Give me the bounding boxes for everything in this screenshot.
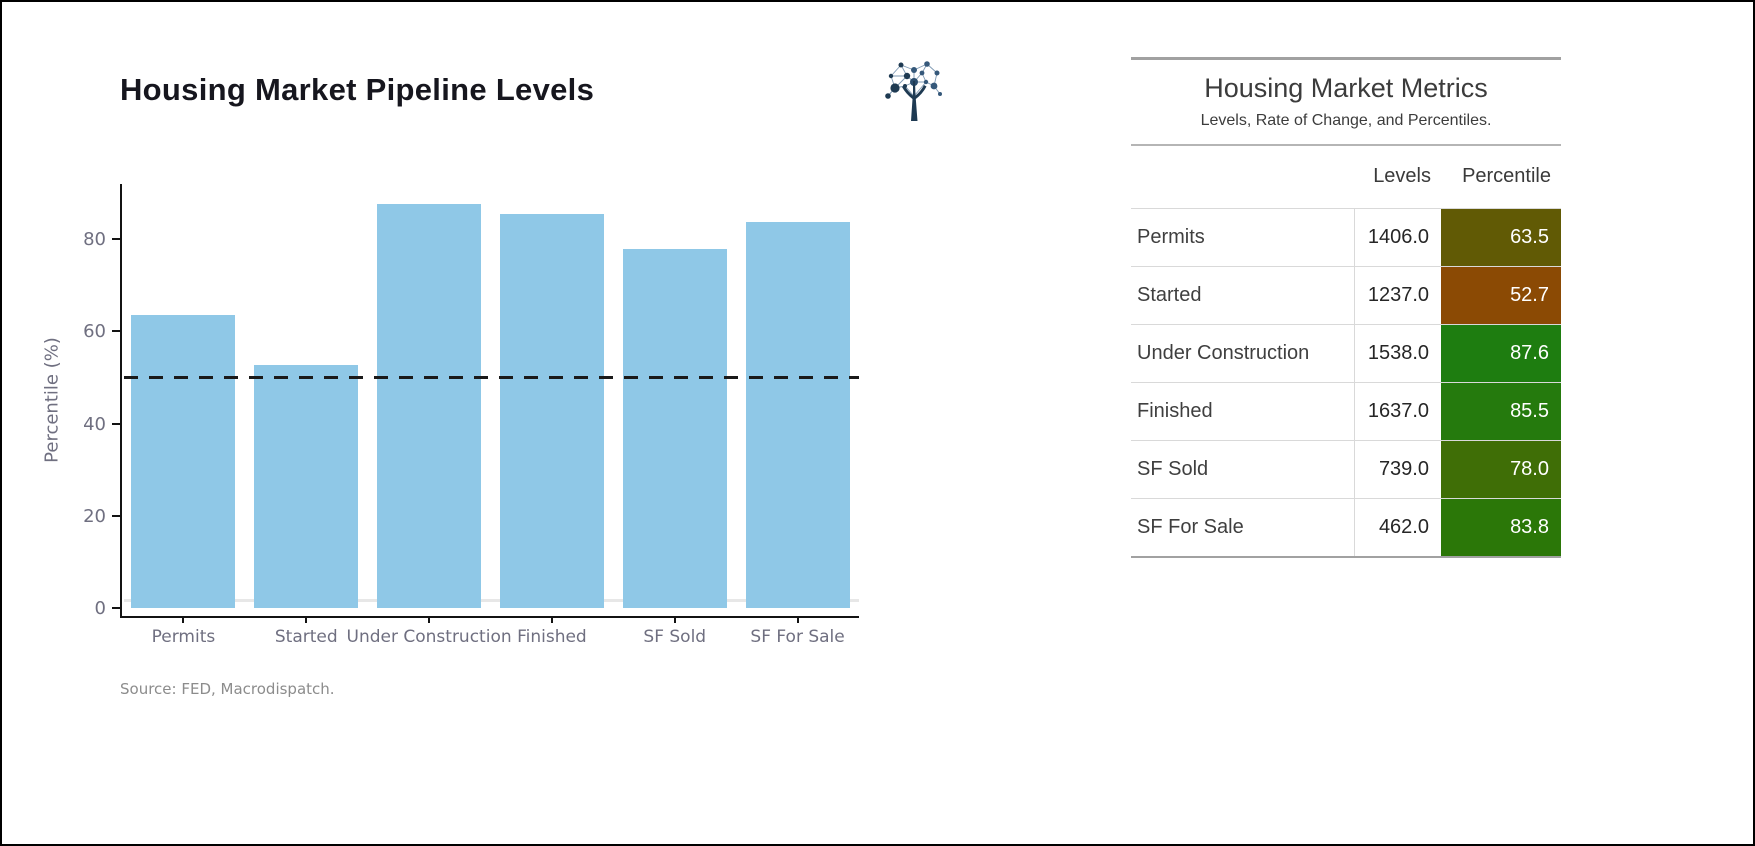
chart-title: Housing Market Pipeline Levels xyxy=(120,72,595,107)
plot-axes: Percentile (%) 0 20 40 60 80 Permits Started Un… xyxy=(42,184,859,647)
x-tick-label: Started xyxy=(274,627,338,647)
table-row: Under Construction 1538.0 87.6 xyxy=(1131,323,1561,382)
y-tick-mark xyxy=(112,514,120,517)
x-tick-mark xyxy=(550,616,553,623)
header-percentile: Percentile xyxy=(1462,165,1551,188)
y-tick-label: 20 xyxy=(83,505,106,527)
row-label: SF Sold xyxy=(1131,440,1355,498)
reference-line-50 xyxy=(124,376,859,380)
bar xyxy=(622,248,727,608)
x-tick-label: Permits xyxy=(151,627,216,647)
network-tree-logo xyxy=(885,61,942,121)
x-tick-mark xyxy=(305,616,308,623)
row-level-value: 1406.0 xyxy=(1367,225,1429,248)
bars-area xyxy=(122,184,859,608)
x-tick-label: SF For Sale xyxy=(750,627,845,647)
bar xyxy=(377,204,482,608)
row-level-value: 462.0 xyxy=(1378,515,1429,538)
table-subtitle: Levels, Rate of Change, and Percentiles. xyxy=(1131,106,1561,146)
y-tick-mark xyxy=(112,238,120,241)
x-tick-mark xyxy=(673,616,676,623)
y-tick-label: 40 xyxy=(83,413,106,435)
table-header-row: Levels Percentile xyxy=(1131,146,1561,208)
row-label: SF For Sale xyxy=(1131,498,1355,556)
row-percentile-value: 78.0 xyxy=(1441,440,1561,498)
bar xyxy=(254,365,359,608)
row-percentile-value: 83.8 xyxy=(1441,498,1561,556)
row-percentile-value: 63.5 xyxy=(1441,208,1561,266)
table-title: Housing Market Metrics xyxy=(1204,73,1488,103)
metrics-table: Housing Market Metrics Levels, Rate of C… xyxy=(1131,57,1561,558)
table-row: SF Sold 739.0 78.0 xyxy=(1131,439,1561,498)
row-level-value: 1538.0 xyxy=(1367,341,1429,364)
logo-network-edges xyxy=(887,63,941,97)
row-percentile-value: 52.7 xyxy=(1441,266,1561,324)
row-percentile-value: 87.6 xyxy=(1441,324,1561,382)
y-axis-title: Percentile (%) xyxy=(41,337,63,463)
y-tick-mark xyxy=(112,422,120,425)
row-label: Started xyxy=(1131,266,1355,324)
header-levels: Levels xyxy=(1373,165,1431,188)
y-tick-label: 0 xyxy=(94,598,106,619)
table-body: Permits 1406.0 63.5 Started 1237.0 52.7 Under … xyxy=(1131,207,1561,558)
row-label: Permits xyxy=(1131,208,1355,266)
row-level-value: 739.0 xyxy=(1378,457,1429,480)
bar xyxy=(131,315,236,608)
x-tick-label: SF Sold xyxy=(643,627,707,647)
bar xyxy=(499,213,604,608)
x-tick-mark xyxy=(796,616,799,623)
x-tick-mark xyxy=(182,616,185,623)
y-tick-mark xyxy=(112,330,120,333)
row-label: Finished xyxy=(1131,382,1355,440)
table-row: Started 1237.0 52.7 xyxy=(1131,265,1561,324)
zero-baseline xyxy=(124,599,859,602)
logo-tree-trunk xyxy=(902,81,927,121)
y-tick-label: 60 xyxy=(83,321,106,343)
y-tick-label: 80 xyxy=(83,229,106,251)
y-tick-mark xyxy=(112,607,120,609)
x-tick-label: Finished xyxy=(517,627,587,647)
x-tick-label: Under Construction xyxy=(346,627,512,647)
x-tick-mark xyxy=(428,616,431,623)
table-row: Permits 1406.0 63.5 xyxy=(1131,207,1561,266)
logo-network-nodes xyxy=(885,61,942,99)
row-percentile-value: 85.5 xyxy=(1441,382,1561,440)
table-row: Finished 1637.0 85.5 xyxy=(1131,381,1561,440)
table-row: SF For Sale 462.0 83.8 xyxy=(1131,497,1561,556)
source-note: Source: FED, Macrodispatch. xyxy=(120,680,335,698)
bar xyxy=(745,221,850,608)
row-label: Under Construction xyxy=(1131,324,1355,382)
row-level-value: 1637.0 xyxy=(1367,399,1429,422)
row-level-value: 1237.0 xyxy=(1367,283,1429,306)
